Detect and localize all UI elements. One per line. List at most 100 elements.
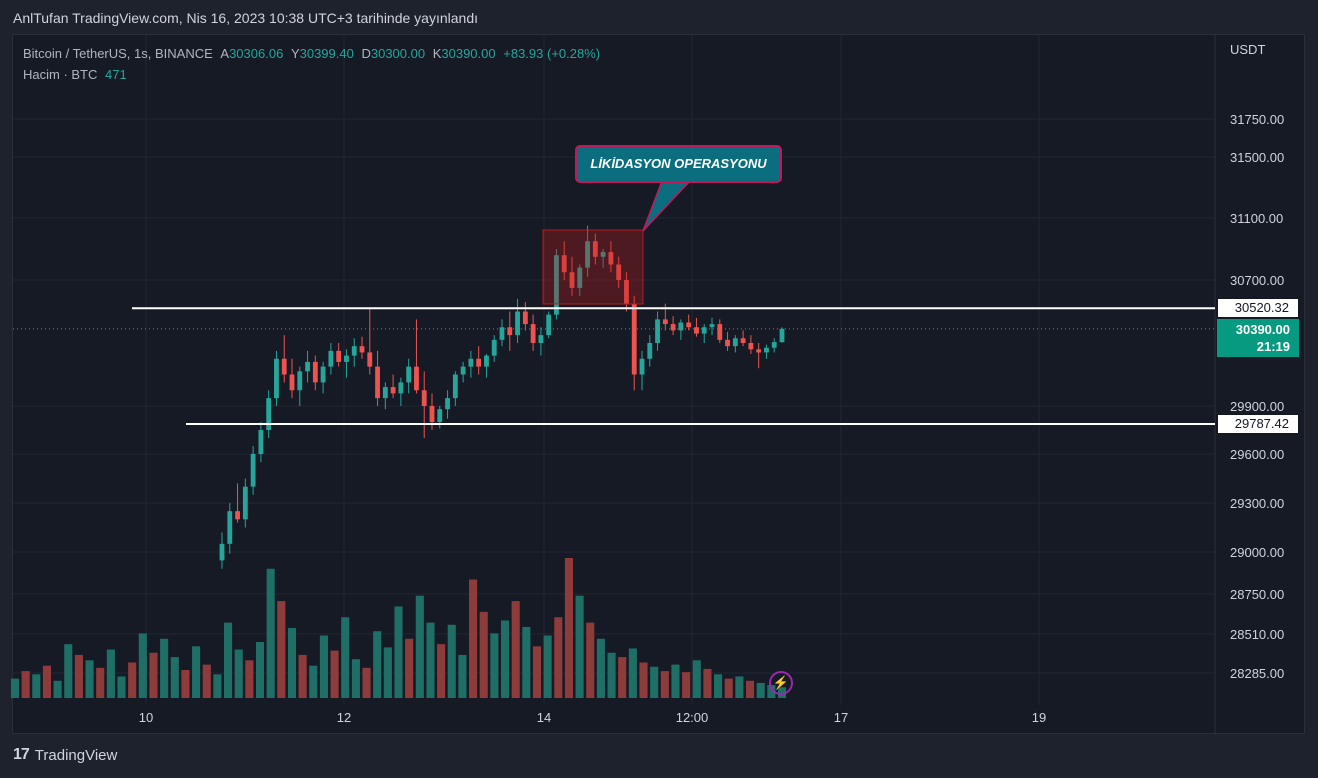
candle-down: [289, 374, 295, 391]
volume-bar: [628, 648, 637, 698]
volume-bar: [650, 666, 659, 698]
volume-bar: [596, 638, 605, 698]
candle-up: [732, 338, 738, 347]
volume-bar: [469, 579, 478, 698]
volume-bar: [490, 633, 499, 698]
candle-up: [655, 319, 660, 343]
price-tick-label: 30700.00: [1230, 273, 1284, 288]
candle-up: [219, 543, 225, 561]
price-tick-label: 31750.00: [1230, 112, 1284, 127]
symbol-legend: Bitcoin / TetherUS, 1s, BINANCE A30306.0…: [23, 45, 600, 87]
volume-bar: [394, 606, 403, 698]
close-value: 30390.00: [441, 46, 496, 61]
resistance-price-tag: 30520.32: [1217, 298, 1299, 319]
candle-up: [242, 486, 248, 520]
volume-bar: [405, 638, 414, 698]
candle-up: [305, 361, 310, 372]
price-axis[interactable]: 31750.00 31500.00 31100.00 30700.00 29900.00…: [1230, 112, 1284, 681]
volume-bar: [309, 665, 318, 698]
tradingview-brand[interactable]: 17 TradingView: [13, 746, 117, 764]
horizontal-levels[interactable]: [13, 180, 1215, 426]
lightning-icon[interactable]: ⚡: [769, 671, 793, 695]
candle-up: [250, 454, 256, 487]
time-tick-label: 12:00: [676, 710, 709, 725]
candle-down: [359, 346, 365, 353]
candle-up: [398, 382, 404, 394]
candle-down: [608, 252, 614, 265]
time-tick-label: 19: [1032, 710, 1046, 725]
volume-bar: [10, 678, 20, 698]
symbol-name[interactable]: Bitcoin / TetherUS, 1s, BINANCE: [23, 46, 213, 61]
candle-up: [460, 366, 466, 375]
chart-frame[interactable]: [12, 34, 1305, 734]
candle-up: [258, 430, 264, 454]
volume-bar: [692, 660, 701, 698]
volume-bar: [117, 676, 126, 698]
price-tick-label: 31100.00: [1230, 211, 1283, 226]
price-tick-label: 29000.00: [1230, 545, 1284, 560]
volume-bar: [447, 624, 456, 698]
volume-bar: [74, 654, 83, 698]
candle-up: [764, 347, 769, 353]
time-axis[interactable]: 10 12 14 12:00 17 19: [139, 710, 1046, 725]
volume-bar: [224, 622, 233, 698]
open-label: A: [220, 46, 230, 61]
volume-bar: [202, 664, 211, 698]
time-tick-label: 14: [537, 710, 551, 725]
volume-bar: [437, 644, 446, 698]
liquidation-callout[interactable]: LİKİDASYON OPERASYONU: [575, 145, 782, 183]
close-label: K: [432, 46, 442, 61]
grid: [13, 35, 1216, 735]
brand-name: TradingView: [34, 746, 118, 764]
candle-up: [546, 314, 552, 336]
volume-bar: [682, 672, 691, 698]
candle-up: [445, 398, 450, 410]
callout-pointer: [642, 180, 692, 232]
candle-down: [756, 349, 762, 353]
candle-up: [577, 267, 583, 288]
volume-bar: [298, 654, 307, 698]
candle-up: [515, 311, 520, 336]
volume-bar: [192, 646, 201, 698]
candle-up: [585, 241, 590, 268]
volume-bar: [564, 558, 573, 698]
tradingview-logo-icon: 17: [13, 746, 30, 763]
candle-down: [281, 358, 287, 375]
volume-bar: [85, 660, 94, 698]
time-tick-label: 12: [337, 710, 351, 725]
candle-down: [312, 361, 318, 383]
volume-bar: [703, 668, 712, 698]
price-tick-label: 31500.00: [1230, 150, 1284, 165]
candle-up: [437, 409, 443, 422]
support-price-tag: 29787.42: [1217, 414, 1299, 434]
candle-down: [390, 387, 396, 394]
candle-down: [530, 324, 536, 343]
candle-up: [491, 339, 497, 356]
last-price-tag: 30390.00 21:19: [1217, 318, 1299, 357]
volume-bar: [415, 595, 424, 698]
last-price-value: 30390.00: [1235, 321, 1290, 337]
currency-label[interactable]: USDT: [1230, 42, 1266, 57]
candle-up: [771, 342, 777, 348]
volume-bar: [277, 601, 286, 698]
volume-bar: [170, 657, 179, 698]
time-tick-label: 17: [834, 710, 848, 725]
candle-down: [740, 338, 746, 343]
candle-down: [414, 366, 419, 391]
open-value: 30306.06: [229, 46, 284, 61]
volume-bar: [532, 646, 542, 698]
candle-up: [484, 355, 489, 367]
candle-down: [686, 322, 692, 328]
volume-bar: [149, 652, 158, 698]
volume-bar: [255, 642, 265, 698]
volume-bar: [106, 649, 115, 698]
volume-bar: [64, 644, 73, 698]
volume-label[interactable]: Hacim · BTC: [23, 67, 98, 82]
liquidation-highlight-box: [542, 229, 644, 305]
candle-down: [662, 319, 668, 325]
candle-up: [779, 328, 785, 343]
candle-down: [375, 366, 380, 399]
volume-bars: [10, 558, 787, 698]
volume-bar: [745, 680, 755, 698]
